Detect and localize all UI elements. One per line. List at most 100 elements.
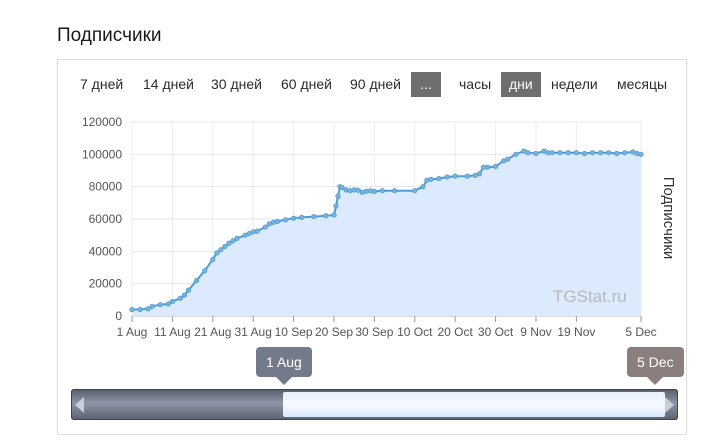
- data-point: [420, 184, 426, 190]
- data-point: [452, 173, 458, 179]
- data-point: [282, 217, 289, 223]
- data-point: [339, 184, 345, 191]
- data-point: [177, 295, 184, 301]
- series-markers: [129, 148, 644, 313]
- y-axis-ticks: 0 20000 40000 60000 80000 100000 120000: [82, 115, 122, 323]
- y-tick-label: 40000: [89, 244, 123, 258]
- granularity-weeks-button[interactable]: недели: [551, 76, 598, 92]
- data-point: [290, 215, 297, 221]
- chevron-left-icon: [75, 397, 84, 413]
- data-point: [557, 150, 563, 156]
- data-point: [598, 150, 604, 156]
- data-point: [355, 187, 361, 193]
- navigator-window[interactable]: [283, 392, 665, 417]
- data-point: [230, 238, 236, 244]
- data-point: [428, 176, 434, 182]
- data-point: [311, 213, 317, 220]
- x-tick-label: 19 Nov: [557, 325, 595, 339]
- range-custom-button[interactable]: ...: [411, 72, 441, 97]
- data-point: [391, 188, 398, 194]
- range-navigator[interactable]: [71, 389, 678, 420]
- data-point: [367, 188, 373, 194]
- x-tick-label: 5 Dec: [625, 325, 656, 339]
- data-point: [606, 150, 612, 156]
- range-30-days-button[interactable]: 30 дней: [211, 76, 262, 92]
- range-90-days-button[interactable]: 90 дней: [350, 76, 401, 92]
- data-point: [218, 247, 224, 253]
- data-point: [169, 298, 175, 305]
- navigator-left-handle[interactable]: [71, 389, 87, 420]
- granularity-months-button[interactable]: месяцы: [617, 76, 668, 92]
- navigator-right-handle[interactable]: [662, 389, 678, 420]
- data-point: [634, 150, 640, 157]
- data-point: [622, 150, 628, 156]
- chevron-right-icon: [665, 397, 674, 413]
- data-point: [145, 306, 151, 312]
- data-point: [185, 287, 192, 293]
- data-point: [589, 150, 596, 156]
- x-tick-label: 21 Aug: [194, 325, 231, 339]
- y-axis-label: Подписчики: [660, 177, 677, 260]
- data-point: [214, 250, 220, 256]
- data-point: [464, 173, 470, 179]
- range-60-days-button[interactable]: 60 дней: [281, 76, 332, 92]
- x-tick-label: 20 Sep: [315, 325, 353, 339]
- watermark: TGStat.ru: [553, 287, 627, 306]
- data-point: [254, 228, 260, 234]
- data-point: [274, 218, 281, 225]
- data-point: [565, 150, 571, 156]
- data-point: [137, 306, 143, 313]
- data-point: [234, 235, 240, 241]
- data-point: [549, 150, 555, 156]
- y-tick-label: 60000: [89, 212, 123, 226]
- data-point: [194, 277, 200, 284]
- x-tick-label: 10 Sep: [275, 325, 313, 339]
- y-tick-label: 80000: [89, 180, 123, 194]
- data-point: [513, 151, 519, 157]
- data-point: [323, 213, 329, 219]
- data-point: [226, 240, 232, 246]
- data-point: [270, 219, 276, 225]
- data-point: [335, 193, 341, 199]
- granularity-hours-button[interactable]: часы: [459, 76, 492, 92]
- x-tick-label: 11 Aug: [154, 325, 190, 339]
- data-point: [476, 171, 483, 177]
- x-tick-label: 30 Sep: [355, 325, 393, 339]
- data-point: [525, 150, 531, 156]
- widget-title: Подписчики: [57, 25, 162, 46]
- series-area: [132, 151, 641, 316]
- range-14-days-button[interactable]: 14 дней: [143, 76, 194, 92]
- data-point: [505, 156, 511, 162]
- x-tick-label: 30 Oct: [478, 325, 514, 339]
- granularity-days-button[interactable]: дни: [501, 72, 541, 97]
- x-axis-ticks: 1 Aug 11 Aug 21 Aug 31 Aug 10 Sep 20 Sep 30 Se…: [117, 325, 657, 339]
- data-point: [157, 302, 163, 308]
- data-point: [149, 303, 155, 309]
- data-point: [299, 214, 305, 220]
- y-tick-label: 20000: [89, 277, 123, 291]
- data-point: [424, 177, 430, 183]
- x-tick-label: 31 Aug: [235, 325, 272, 339]
- data-point: [333, 203, 339, 209]
- data-point: [129, 306, 135, 313]
- range-7-days-button[interactable]: 7 дней: [80, 76, 124, 92]
- x-tick-label: 10 Oct: [397, 325, 433, 339]
- x-tick-label: 9 Nov: [520, 325, 551, 339]
- data-point: [638, 151, 644, 157]
- y-tick-label: 100000: [82, 147, 122, 161]
- data-point: [250, 229, 256, 235]
- data-point: [202, 268, 208, 274]
- data-point: [581, 150, 588, 157]
- x-tick-label: 20 Oct: [437, 325, 473, 339]
- x-tick-label: 1 Aug: [117, 325, 148, 339]
- y-tick-label: 0: [115, 309, 122, 323]
- data-point: [436, 175, 442, 182]
- data-point: [614, 150, 620, 157]
- data-point: [210, 256, 216, 263]
- navigator-end-label: 5 Dec: [627, 347, 684, 385]
- data-point: [262, 224, 268, 230]
- data-point: [379, 188, 386, 194]
- data-point: [165, 301, 171, 307]
- data-point: [181, 292, 188, 298]
